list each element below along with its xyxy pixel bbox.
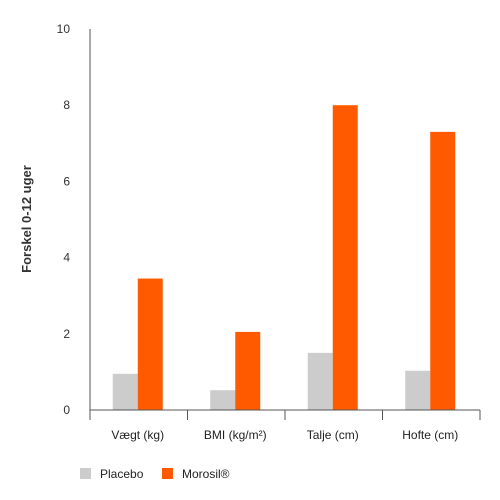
x-tick-label: Talje (cm) (307, 428, 359, 442)
y-tick-label: 6 (63, 174, 70, 188)
x-tick-label: BMI (kg/m²) (204, 428, 267, 442)
bar-placebo (210, 390, 236, 410)
bar-placebo (112, 373, 138, 410)
bar-morosil (332, 105, 358, 410)
legend-label: Morosil® (182, 467, 230, 481)
y-tick-label: 10 (57, 22, 71, 36)
x-tick-label: Vægt (kg) (111, 428, 164, 442)
legend-label: Placebo (100, 467, 144, 481)
bar-morosil (137, 278, 163, 410)
y-axis: 0 2 4 6 8 10 (57, 22, 91, 417)
bar-placebo (405, 370, 431, 410)
legend-swatch (80, 468, 91, 479)
x-axis: Vægt (kg) BMI (kg/m²) Talje (cm) Hofte (cm) (89, 409, 481, 442)
bar-morosil (235, 331, 261, 410)
y-tick-label: 4 (63, 251, 70, 265)
legend: Placebo Morosil® (80, 467, 230, 481)
bar-morosil (430, 131, 456, 410)
x-tick-label: Hofte (cm) (402, 428, 458, 442)
bars (112, 105, 456, 410)
bar-placebo (307, 352, 333, 410)
y-tick-label: 2 (63, 327, 70, 341)
y-tick-label: 0 (63, 403, 70, 417)
y-axis-label: Forskel 0-12 uger (19, 165, 34, 273)
y-tick-label: 8 (63, 98, 70, 112)
legend-swatch (162, 468, 173, 479)
